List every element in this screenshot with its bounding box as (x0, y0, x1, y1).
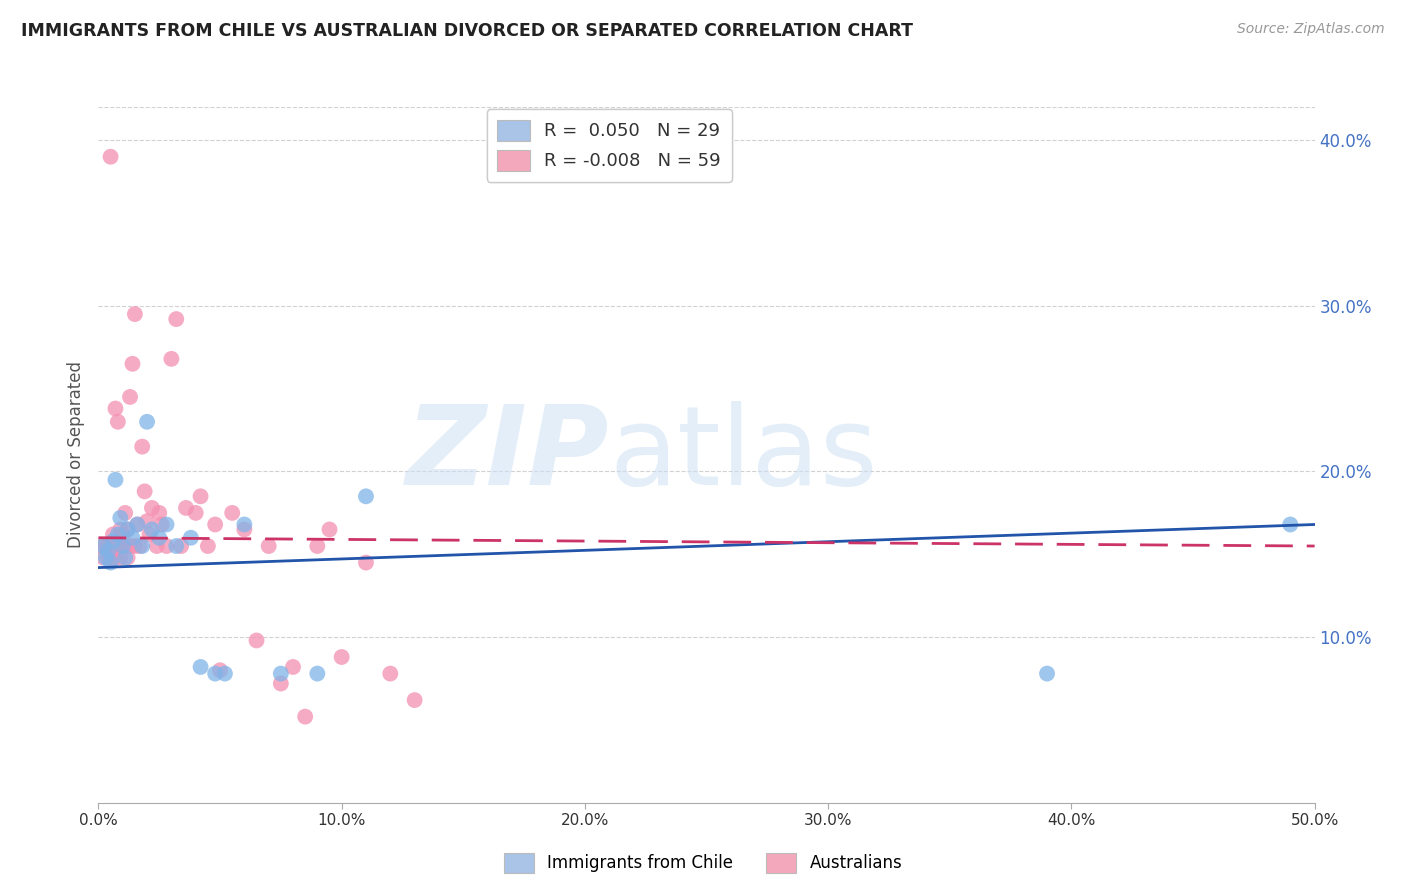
Point (294, 709, 316, 723)
Point (111, 527, 134, 541)
Point (170, 539, 193, 553)
Point (160, 351, 183, 366)
Point (190, 489, 212, 503)
Point (204, 517, 226, 532)
Point (165, 539, 187, 553)
Point (117, 523, 139, 537)
Point (148, 506, 170, 520)
Legend: R =  0.050   N = 29, R = -0.008   N = 59: R = 0.050 N = 29, R = -0.008 N = 59 (486, 109, 733, 181)
Point (245, 633, 267, 648)
Point (91, 539, 114, 553)
Point (121, 357, 143, 371)
Legend: Immigrants from Chile, Australians: Immigrants from Chile, Australians (496, 847, 910, 880)
Text: IMMIGRANTS FROM CHILE VS AUSTRALIAN DIVORCED OR SEPARATED CORRELATION CHART: IMMIGRANTS FROM CHILE VS AUSTRALIAN DIVO… (21, 22, 912, 40)
Point (136, 415, 159, 429)
Point (155, 539, 177, 553)
Point (124, 539, 146, 553)
Y-axis label: Divorced or Separated: Divorced or Separated (66, 361, 84, 549)
Point (174, 500, 197, 515)
Point (114, 550, 136, 565)
Point (114, 539, 136, 553)
Point (107, 539, 129, 553)
Point (117, 550, 139, 565)
Point (97, 544, 120, 558)
Point (131, 440, 153, 454)
Point (111, 539, 134, 553)
Point (100, 556, 122, 570)
Point (141, 500, 163, 515)
Point (104, 401, 127, 416)
Point (190, 660, 212, 674)
Point (111, 539, 134, 553)
Point (128, 539, 150, 553)
Point (141, 523, 163, 537)
Point (270, 666, 292, 681)
Point (404, 693, 426, 707)
Point (127, 517, 149, 532)
Text: ZIP: ZIP (406, 401, 609, 508)
Text: atlas: atlas (609, 401, 877, 508)
Point (281, 660, 304, 674)
Point (155, 517, 177, 532)
Point (146, 539, 169, 553)
Point (101, 534, 124, 549)
Point (117, 523, 139, 537)
Point (138, 527, 160, 541)
Point (307, 539, 329, 553)
Point (97, 550, 120, 565)
Point (110, 523, 132, 537)
Point (107, 527, 129, 541)
Point (118, 390, 141, 404)
Point (1279, 517, 1302, 532)
Point (91, 550, 114, 565)
Point (101, 527, 124, 541)
Point (330, 650, 353, 665)
Point (110, 511, 132, 525)
Point (380, 666, 402, 681)
Point (97, 539, 120, 553)
Point (104, 550, 127, 565)
Point (184, 506, 207, 520)
Point (165, 312, 187, 326)
Point (209, 663, 232, 677)
Point (1036, 666, 1059, 681)
Point (204, 666, 226, 681)
Point (148, 531, 170, 545)
Point (214, 666, 236, 681)
Point (107, 415, 129, 429)
Point (101, 547, 124, 561)
Point (124, 307, 146, 321)
Point (94, 550, 117, 565)
Point (318, 523, 340, 537)
Point (90, 539, 112, 553)
Point (136, 514, 159, 528)
Point (354, 489, 377, 503)
Point (233, 517, 256, 532)
Point (94, 539, 117, 553)
Point (307, 666, 329, 681)
Point (110, 550, 132, 565)
Point (100, 550, 122, 565)
Point (127, 517, 149, 532)
Point (197, 539, 219, 553)
Point (100, 150, 122, 164)
Point (257, 539, 280, 553)
Point (131, 539, 153, 553)
Point (233, 523, 256, 537)
Point (180, 531, 202, 545)
Point (114, 506, 136, 520)
Point (221, 506, 243, 520)
Point (104, 473, 127, 487)
Point (270, 676, 292, 690)
Point (150, 517, 173, 532)
Point (118, 539, 141, 553)
Point (134, 484, 156, 499)
Point (354, 556, 377, 570)
Point (121, 531, 143, 545)
Text: Source: ZipAtlas.com: Source: ZipAtlas.com (1237, 22, 1385, 37)
